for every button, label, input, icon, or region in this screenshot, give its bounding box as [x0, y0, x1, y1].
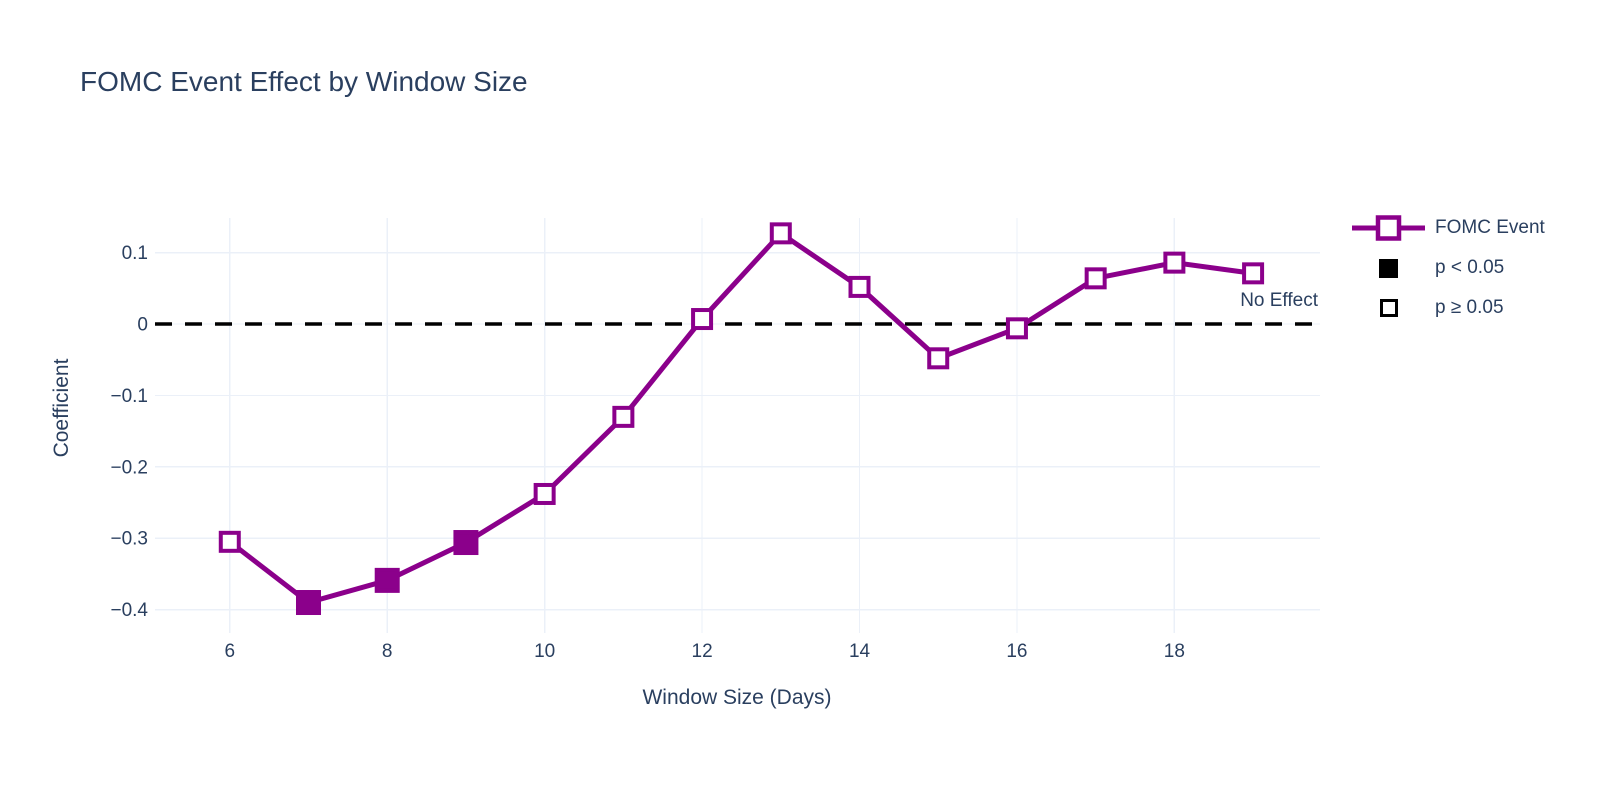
y-tick-label-−0.1: −0.1	[110, 386, 148, 407]
line-marker-icon	[1352, 214, 1425, 242]
marker-window-9-significant[interactable]	[453, 530, 479, 556]
marker-window-17[interactable]	[1084, 267, 1107, 290]
marker-window-14[interactable]	[848, 275, 871, 298]
x-tick-label-16: 16	[1006, 641, 1027, 662]
x-tick-label-18: 18	[1164, 641, 1185, 662]
x-tick-label-14: 14	[849, 641, 871, 662]
x-tick-label-10: 10	[534, 641, 555, 662]
x-tick-label-12: 12	[692, 641, 713, 662]
y-tick-label-−0.4: −0.4	[110, 600, 148, 621]
marker-window-11[interactable]	[612, 405, 635, 428]
series-line-fomc-event[interactable]	[228, 230, 1254, 606]
marker-window-18[interactable]	[1163, 251, 1186, 274]
legend-label-series: FOMC Event	[1435, 217, 1545, 238]
x-axis-title: Window Size (Days)	[642, 686, 832, 709]
chart-title: FOMC Event Effect by Window Size	[80, 66, 528, 97]
legend-item-fomc-event[interactable]: FOMC Event	[1352, 208, 1545, 248]
marker-window-8-significant[interactable]	[374, 567, 400, 593]
filled-square-icon	[1352, 254, 1425, 282]
legend-item-significant[interactable]: p < 0.05	[1352, 248, 1545, 288]
y-axis-title: Coefficient	[50, 358, 73, 458]
y-tick-label-0.1: 0.1	[122, 243, 148, 264]
no-effect-annotation: No Effect	[1240, 290, 1318, 311]
open-square-icon	[1352, 294, 1425, 322]
legend-label-significant: p < 0.05	[1435, 257, 1505, 278]
marker-window-12[interactable]	[691, 308, 714, 331]
marker-window-19[interactable]	[1242, 262, 1265, 285]
marker-window-13[interactable]	[769, 222, 792, 245]
legend: FOMC Event p < 0.05 p ≥ 0.05	[1352, 208, 1545, 328]
x-tick-label-6: 6	[224, 641, 235, 662]
y-tick-label-−0.3: −0.3	[110, 529, 148, 550]
y-tick-label-0: 0	[137, 315, 148, 336]
y-tick-label-−0.2: −0.2	[110, 457, 148, 478]
legend-label-nonsignificant: p ≥ 0.05	[1435, 297, 1504, 318]
legend-item-nonsignificant[interactable]: p ≥ 0.05	[1352, 288, 1545, 328]
marker-window-7-significant[interactable]	[295, 590, 321, 616]
marker-window-10[interactable]	[533, 482, 556, 505]
marker-window-15[interactable]	[927, 347, 950, 370]
marker-window-6[interactable]	[218, 530, 241, 553]
marker-window-16[interactable]	[1005, 317, 1028, 340]
x-tick-label-8: 8	[382, 641, 393, 662]
